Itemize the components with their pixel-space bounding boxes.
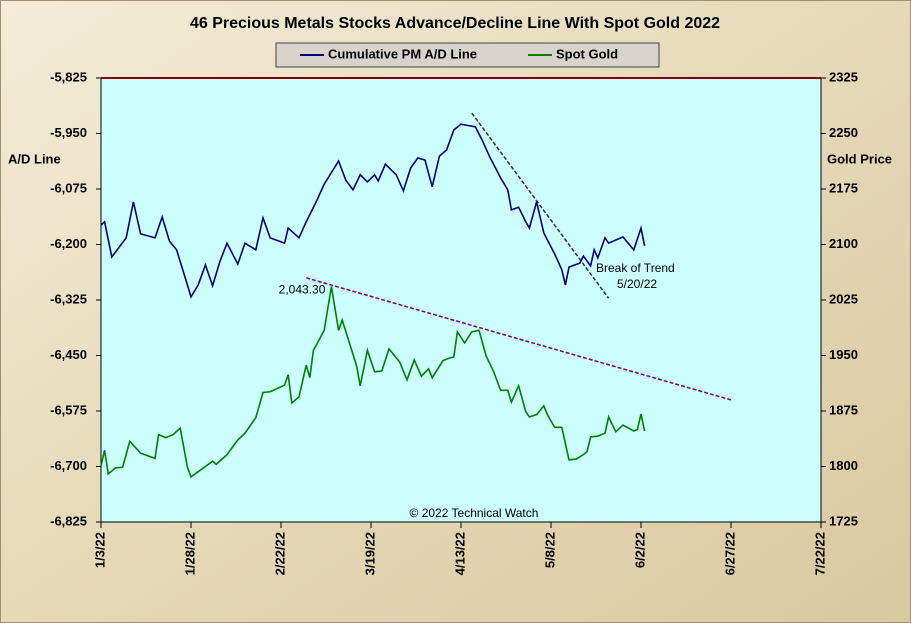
y-tick-label: -6,325 (50, 291, 87, 306)
x-tick-label: 6/27/22 (722, 532, 737, 575)
y-tick-label: -6,825 (50, 513, 87, 528)
y2-tick-label: 2025 (829, 291, 858, 306)
series-line (100, 123, 646, 299)
y2-axis-label: Gold Price (827, 151, 892, 166)
y-axis-label: A/D Line (8, 151, 61, 166)
x-tick-label: 1/3/22 (92, 532, 107, 568)
annotation: Break of Trend (596, 261, 675, 275)
x-tick-label: 6/2/22 (632, 532, 647, 568)
y2-tick-label: 1800 (829, 458, 858, 473)
legend-box (275, 42, 660, 68)
x-tick-label: 4/13/22 (452, 532, 467, 575)
y-tick-label: -6,450 (50, 347, 87, 362)
x-tick-label: 7/22/22 (812, 532, 827, 575)
x-tick-label: 2/22/22 (272, 532, 287, 575)
y2-tick-label: 1875 (829, 402, 858, 417)
legend-label: Spot Gold (556, 46, 618, 61)
peak-label: 2,043.30 (279, 283, 326, 297)
y-tick-label: -6,075 (50, 180, 87, 195)
y2-tick-label: 2325 (829, 69, 858, 84)
y2-tick-label: 2175 (829, 180, 858, 195)
plot-area (100, 77, 822, 523)
y-tick-label: -5,825 (50, 69, 87, 84)
x-tick-label: 3/19/22 (362, 532, 377, 575)
legend-label: Cumulative PM A/D Line (328, 46, 477, 61)
y-tick-label: -6,575 (50, 402, 87, 417)
y-tick-label: -5,950 (50, 125, 87, 140)
series-line (100, 286, 646, 479)
x-tick-label: 5/8/22 (542, 532, 557, 568)
y2-tick-label: 2250 (829, 125, 858, 140)
x-tick-label: 1/28/22 (182, 532, 197, 575)
y2-tick-label: 1950 (829, 347, 858, 362)
y-tick-label: -6,200 (50, 236, 87, 251)
y2-tick-label: 1725 (829, 513, 858, 528)
y2-tick-label: 2100 (829, 236, 858, 251)
trend-line (305, 277, 732, 401)
chart-title: 46 Precious Metals Stocks Advance/Declin… (190, 15, 720, 32)
credit: © 2022 Technical Watch (410, 506, 539, 520)
annotation-date: 5/20/22 (617, 277, 657, 291)
trend-line (471, 112, 610, 299)
y-tick-label: -6,700 (50, 458, 87, 473)
